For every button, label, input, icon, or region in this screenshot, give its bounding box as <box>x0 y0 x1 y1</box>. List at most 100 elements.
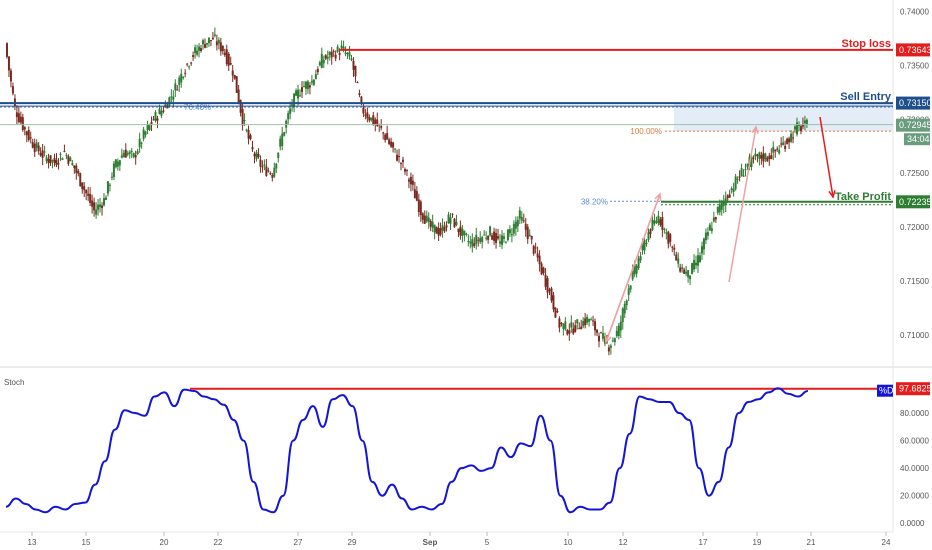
candle-body <box>522 220 525 222</box>
candle-body <box>449 217 452 224</box>
candle-body <box>758 152 761 159</box>
time-axis[interactable]: 13 15 20 22 27 29 Sep 5 10 12 17 19 21 24 <box>28 532 891 547</box>
candle-body <box>500 235 503 245</box>
candle-body <box>504 242 507 244</box>
candle-body <box>142 129 145 139</box>
candle-body <box>548 289 551 291</box>
candle-body <box>637 258 640 269</box>
stoch-tick-label: 40.0000 <box>900 464 929 473</box>
projection-arrows[interactable] <box>604 116 836 344</box>
candle-body <box>803 120 806 124</box>
candle-body <box>778 150 781 154</box>
candle-body <box>207 37 210 44</box>
candle-body <box>118 160 121 166</box>
candle-body <box>350 58 353 60</box>
candle-body <box>340 45 343 49</box>
candle-body <box>752 157 755 159</box>
candle-body <box>439 228 442 235</box>
candle-body <box>712 217 715 222</box>
candle-body <box>540 263 543 275</box>
candle-body <box>344 52 347 55</box>
candle-body <box>615 330 618 337</box>
candle-body <box>718 204 721 213</box>
candle-body <box>445 225 448 228</box>
arrow-head <box>828 190 836 199</box>
stoch-panel-title: Stoch <box>4 378 24 387</box>
candle-body <box>485 237 488 239</box>
candle-body <box>146 124 149 131</box>
candle-body <box>691 263 694 274</box>
candle-body <box>35 142 38 148</box>
candle-body <box>627 288 630 295</box>
sell-zone-rectangle[interactable] <box>674 103 893 132</box>
candle-body <box>463 230 466 236</box>
candle-body <box>671 246 674 248</box>
candle-body <box>536 253 539 258</box>
candle-body <box>259 159 262 167</box>
candle-body <box>558 318 561 328</box>
candle-body <box>633 264 636 275</box>
candle-body <box>469 241 472 244</box>
candle-body <box>324 55 327 59</box>
candle-body <box>59 153 62 155</box>
candle-body <box>237 89 240 104</box>
stoch-tick-label: 60.0000 <box>900 437 929 446</box>
candle-body <box>693 260 696 270</box>
candle-body <box>188 66 191 68</box>
candle-body <box>103 198 106 206</box>
take-profit-label: Take Profit <box>835 191 891 203</box>
svg-text:0.73150: 0.73150 <box>899 98 932 108</box>
candle-body <box>213 34 216 36</box>
candle-body <box>225 49 228 65</box>
candle-body <box>596 329 599 333</box>
candle-body <box>388 139 391 145</box>
candle-body <box>384 134 387 141</box>
time-tick-label: 15 <box>82 538 91 547</box>
price-tick-label: 0.72000 <box>900 223 929 232</box>
candle-body <box>649 229 652 234</box>
candle-body <box>407 179 410 182</box>
candle-body <box>645 242 648 244</box>
candle-body <box>184 72 187 74</box>
stoch-axis[interactable]: 80.0000 60.0000 40.0000 20.0000 0.0000 <box>900 409 929 528</box>
candle-body <box>491 235 494 240</box>
candle-body <box>77 170 80 174</box>
price-candles[interactable] <box>5 27 808 356</box>
candle-body <box>514 221 517 229</box>
candle-body <box>730 188 733 191</box>
candle-body <box>716 206 719 213</box>
candle-body <box>104 197 107 200</box>
candle-body <box>110 176 113 178</box>
candle-body <box>15 112 18 117</box>
candle-body <box>441 225 444 231</box>
candle-body <box>358 93 361 96</box>
candle-body <box>609 345 612 348</box>
candle-body <box>53 158 56 163</box>
candle-body <box>562 323 565 329</box>
candle-body <box>714 217 717 220</box>
candle-body <box>792 137 795 139</box>
candle-body <box>732 188 735 192</box>
candle-body <box>431 221 434 228</box>
current-price-tag: 0.72945 34:04 <box>896 118 932 146</box>
candle-body <box>679 267 682 272</box>
candle-body <box>461 228 464 236</box>
candle-body <box>760 155 763 159</box>
candle-body <box>132 153 135 157</box>
candle-body <box>55 159 58 166</box>
candle-body <box>31 142 34 148</box>
candle-body <box>415 191 418 201</box>
candle-body <box>112 163 115 178</box>
candle-body <box>653 220 656 224</box>
stop-loss-label: Stop loss <box>841 38 891 50</box>
candle-body <box>61 158 64 160</box>
candle-body <box>101 205 104 209</box>
candle-body <box>49 155 52 164</box>
price-tick-label: 0.74000 <box>900 7 929 16</box>
candle-body <box>790 133 793 142</box>
candle-body <box>370 117 373 121</box>
candle-body <box>736 178 739 180</box>
candle-body <box>697 255 700 266</box>
stoch-d-line[interactable] <box>5 387 809 514</box>
